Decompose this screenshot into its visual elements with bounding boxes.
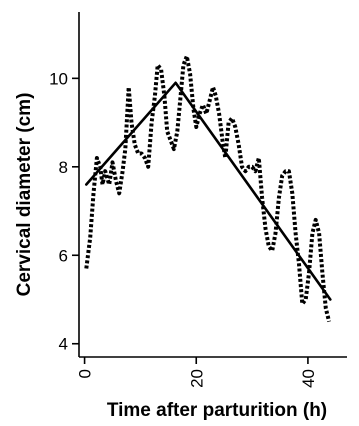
y-tick-label: 8	[59, 158, 68, 177]
x-tick-label: 40	[299, 369, 318, 388]
y-tick-label: 10	[49, 69, 68, 88]
x-tick-label: 0	[76, 369, 95, 378]
x-tick-label: 20	[187, 369, 206, 388]
y-axis-title: Cervical diameter (cm)	[14, 93, 35, 297]
axis-labels: Time after parturition (h) Cervical diam…	[14, 93, 327, 421]
y-tick-label: 4	[59, 335, 68, 354]
plot-area	[84, 54, 332, 323]
axes: 4 6 8 10 0 20 40	[49, 12, 347, 388]
dotted-series-line	[84, 54, 332, 323]
y-tick-label: 6	[59, 246, 68, 265]
x-axis-title: Time after parturition (h)	[107, 400, 327, 421]
solid-trend-line	[85, 81, 332, 301]
